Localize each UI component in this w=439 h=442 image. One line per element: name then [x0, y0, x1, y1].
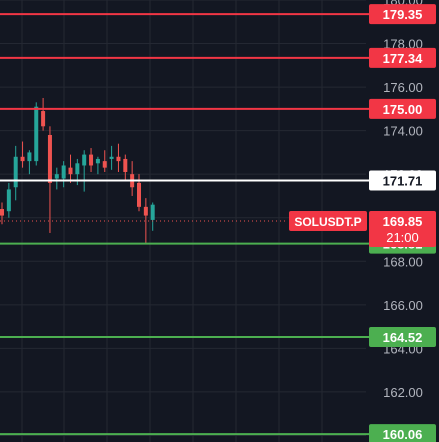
level-price-tag[interactable]	[369, 47, 436, 68]
candle	[20, 141, 25, 168]
candle	[82, 150, 87, 192]
candle	[27, 150, 32, 175]
candle	[34, 102, 39, 166]
candle-body	[13, 156, 18, 188]
candle	[102, 150, 107, 173]
candle	[68, 154, 73, 183]
candle-body	[6, 189, 11, 212]
candle	[143, 198, 148, 244]
candle	[89, 148, 94, 173]
level-price-tag[interactable]	[369, 170, 436, 191]
candle-body	[102, 161, 107, 168]
y-tick-label: 178.00	[383, 37, 423, 52]
last-price-box[interactable]	[369, 211, 436, 247]
y-tick-label: 166.00	[383, 298, 423, 313]
last-price-label: 169.85	[383, 214, 423, 229]
y-tick-label: 174.00	[383, 124, 423, 139]
candle-body	[75, 163, 80, 175]
y-tick-label: 180.00	[383, 0, 423, 8]
candle	[116, 143, 121, 173]
candle-body	[109, 156, 114, 159]
level-price-tag[interactable]	[369, 4, 436, 25]
candle-body	[27, 152, 32, 162]
candle	[41, 97, 46, 131]
symbol-label: SOLUSDT.P	[294, 215, 361, 229]
symbol-tag[interactable]: SOLUSDT.P	[289, 211, 367, 231]
y-tick-label: 162.00	[383, 385, 423, 400]
candle-body	[34, 106, 39, 162]
candle	[150, 202, 155, 231]
grid-lines	[0, 0, 366, 442]
candle	[0, 202, 4, 225]
candle-body	[123, 158, 128, 173]
level-price-label: 164.52	[383, 330, 423, 345]
candle-body	[143, 206, 148, 216]
level-price-tag[interactable]	[369, 98, 436, 119]
candle	[13, 145, 18, 201]
y-tick-label: 168.00	[383, 254, 423, 269]
level-line[interactable]: 179.35	[0, 4, 436, 25]
level-price-tag[interactable]	[369, 424, 436, 442]
candle-body	[0, 209, 4, 216]
candle-body	[116, 156, 121, 162]
level-price-label: 177.34	[383, 51, 424, 66]
symbol-tag-box[interactable]	[289, 211, 367, 231]
level-price-label: 175.00	[383, 102, 423, 117]
candle	[6, 182, 11, 218]
candle	[61, 161, 66, 188]
candle-body	[61, 165, 66, 179]
candlesticks	[0, 97, 155, 244]
candle-body	[82, 154, 87, 166]
candle-body	[137, 182, 141, 207]
candle-body	[68, 167, 73, 175]
candle-body	[41, 111, 46, 127]
candle	[54, 167, 59, 190]
level-line[interactable]: 164.52	[0, 327, 436, 348]
countdown-label: 21:00	[386, 230, 419, 245]
candle-body	[95, 158, 100, 164]
level-line[interactable]: 160.06	[0, 424, 436, 442]
y-tick-label: 176.00	[383, 80, 423, 95]
level-price-label: 179.35	[383, 7, 423, 22]
level-price-label: 171.71	[383, 174, 423, 189]
level-line[interactable]: 175.00	[0, 98, 436, 119]
candle-body	[47, 134, 52, 183]
candle-body	[54, 174, 59, 179]
level-line[interactable]: 171.71	[0, 170, 436, 191]
candle-body	[20, 156, 25, 162]
candle-body	[150, 204, 155, 220]
candle	[95, 156, 100, 175]
level-price-tag[interactable]	[369, 327, 436, 348]
level-line[interactable]: 177.34	[0, 47, 436, 68]
candle	[123, 154, 128, 181]
level-price-label: 160.06	[383, 427, 423, 442]
candle	[109, 145, 114, 170]
candle-body	[89, 154, 94, 166]
